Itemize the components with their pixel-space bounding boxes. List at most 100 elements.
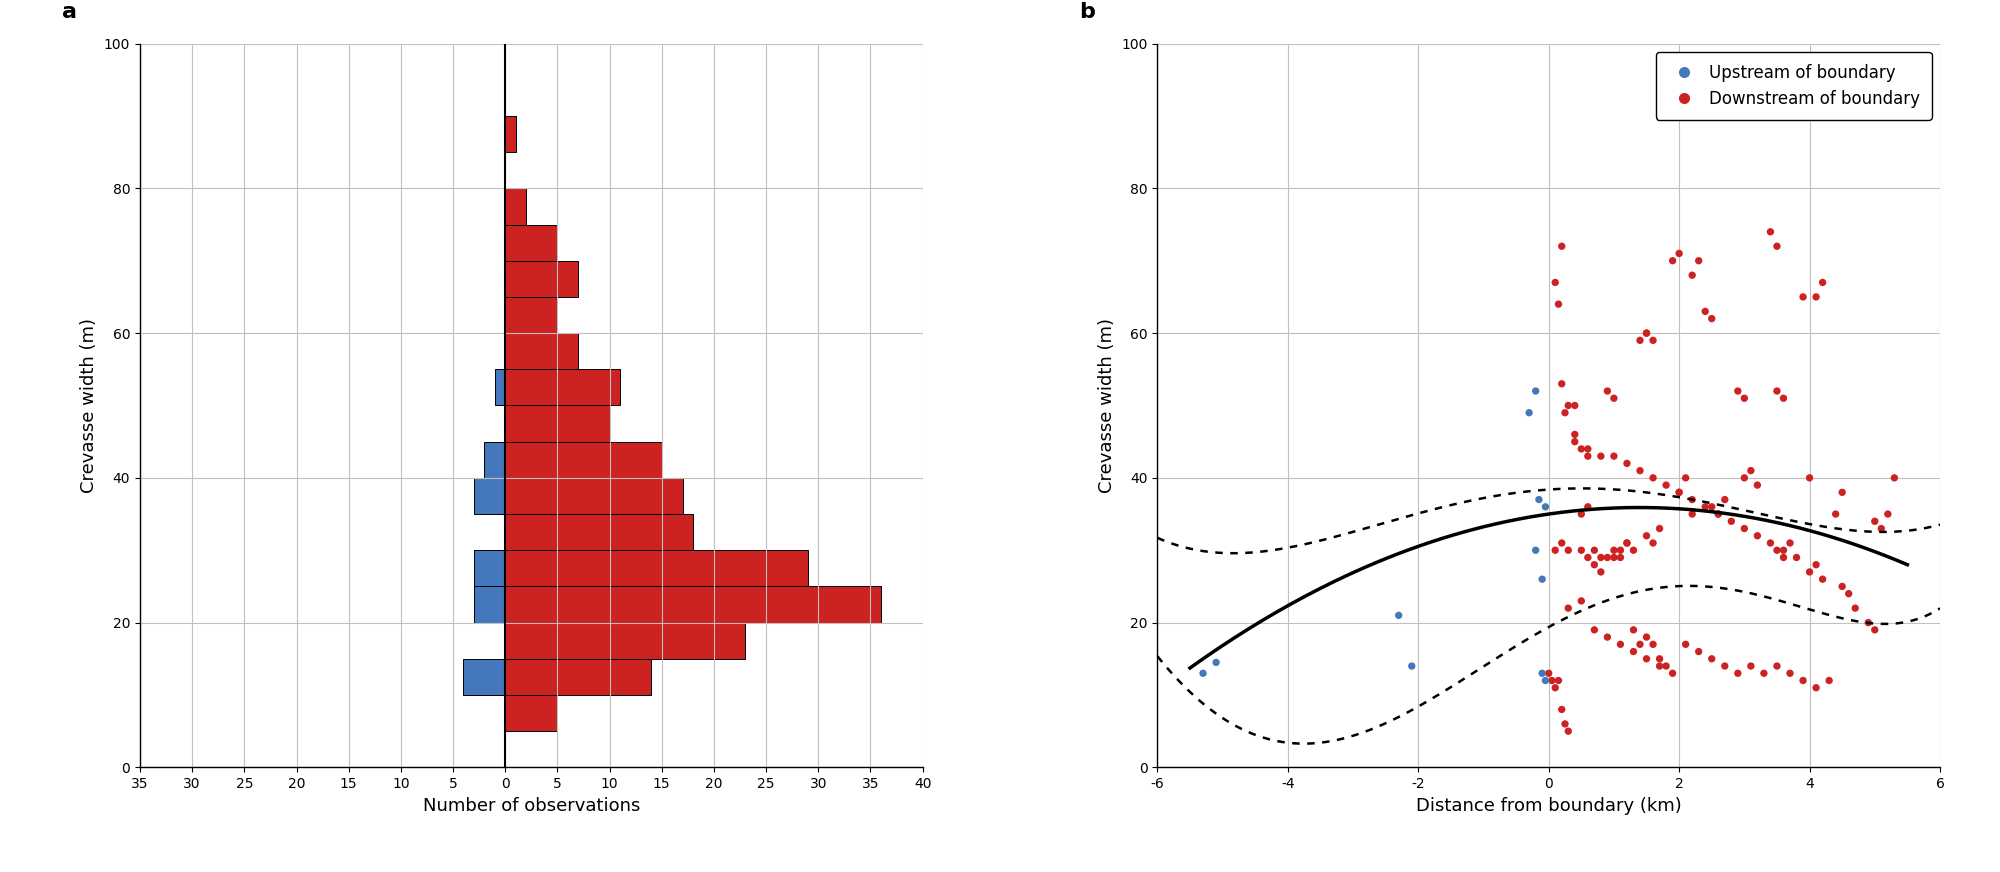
Downstream of boundary [1826, 579, 1858, 593]
Downstream of boundary [1716, 514, 1748, 528]
Downstream of boundary [1840, 601, 1872, 615]
Downstream of boundary [1578, 543, 1610, 557]
Bar [506, 370, 620, 405]
Downstream of boundary [1852, 616, 1884, 630]
Downstream of boundary [1676, 507, 1708, 521]
Upstream of boundary [1514, 405, 1546, 419]
Downstream of boundary [1676, 269, 1708, 283]
Downstream of boundary [1566, 507, 1598, 521]
Downstream of boundary [1742, 528, 1774, 542]
Bar [506, 514, 694, 550]
Downstream of boundary [1664, 247, 1696, 261]
Downstream of boundary [1610, 456, 1642, 470]
Downstream of boundary [1566, 442, 1598, 456]
Downstream of boundary [1592, 630, 1624, 644]
Downstream of boundary [1552, 601, 1584, 615]
Downstream of boundary [1546, 239, 1578, 253]
Downstream of boundary [1734, 659, 1766, 673]
Downstream of boundary [1832, 587, 1864, 601]
Downstream of boundary [1546, 377, 1578, 391]
Downstream of boundary [1788, 290, 1820, 304]
Downstream of boundary [1566, 543, 1598, 557]
Downstream of boundary [1550, 717, 1582, 731]
Downstream of boundary [1754, 536, 1786, 550]
Downstream of boundary [1670, 637, 1702, 651]
Downstream of boundary [1670, 471, 1702, 485]
Downstream of boundary [1780, 550, 1812, 564]
Text: a: a [62, 2, 76, 22]
Downstream of boundary [1536, 673, 1568, 687]
Downstream of boundary [1794, 565, 1826, 579]
Downstream of boundary [1734, 464, 1766, 478]
Upstream of boundary [1520, 543, 1552, 557]
Bar [506, 659, 652, 695]
Downstream of boundary [1540, 543, 1572, 557]
Downstream of boundary [1872, 507, 1904, 521]
Upstream of boundary [1396, 659, 1428, 673]
Bar [506, 333, 578, 370]
Downstream of boundary [1748, 666, 1780, 680]
Bar [506, 296, 558, 333]
Downstream of boundary [1552, 543, 1584, 557]
Downstream of boundary [1800, 290, 1832, 304]
Downstream of boundary [1630, 652, 1662, 666]
Downstream of boundary [1598, 392, 1630, 405]
Downstream of boundary [1650, 478, 1682, 492]
Bar [506, 441, 662, 478]
Downstream of boundary [1604, 543, 1636, 557]
Upstream of boundary [1382, 609, 1414, 623]
Downstream of boundary [1768, 543, 1800, 557]
Downstream of boundary [1572, 500, 1604, 514]
Bar [506, 623, 746, 659]
Downstream of boundary [1682, 644, 1714, 658]
Upstream of boundary [1520, 384, 1552, 398]
Downstream of boundary [1638, 637, 1670, 651]
Downstream of boundary [1820, 507, 1852, 521]
Bar [506, 478, 682, 514]
Downstream of boundary [1696, 500, 1728, 514]
Downstream of boundary [1546, 703, 1578, 717]
X-axis label: Number of observations: Number of observations [422, 797, 640, 814]
Downstream of boundary [1532, 666, 1564, 680]
Downstream of boundary [1624, 333, 1656, 347]
Bar [506, 116, 516, 152]
Downstream of boundary [1578, 623, 1610, 637]
Downstream of boundary [1788, 673, 1820, 687]
Downstream of boundary [1610, 536, 1642, 550]
Downstream of boundary [1682, 254, 1714, 268]
Downstream of boundary [1676, 493, 1708, 507]
Downstream of boundary [1878, 471, 1910, 485]
Downstream of boundary [1702, 507, 1734, 521]
Bar [506, 550, 808, 586]
Bar [506, 261, 578, 296]
Downstream of boundary [1638, 333, 1670, 347]
Downstream of boundary [1604, 637, 1636, 651]
Bar [506, 224, 558, 261]
Downstream of boundary [1624, 464, 1656, 478]
Bar [474, 550, 506, 586]
Downstream of boundary [1806, 572, 1838, 586]
Downstream of boundary [1592, 550, 1624, 564]
Bar [474, 586, 506, 623]
Downstream of boundary [1540, 681, 1572, 695]
Downstream of boundary [1656, 254, 1688, 268]
X-axis label: Distance from boundary (km): Distance from boundary (km) [1416, 797, 1682, 814]
Downstream of boundary [1760, 239, 1792, 253]
Downstream of boundary [1598, 449, 1630, 463]
Bar [494, 370, 506, 405]
Text: b: b [1080, 2, 1096, 22]
Upstream of boundary [1526, 666, 1558, 680]
Upstream of boundary [1530, 500, 1562, 514]
Downstream of boundary [1742, 478, 1774, 492]
Downstream of boundary [1630, 630, 1662, 644]
Bar [474, 478, 506, 514]
Downstream of boundary [1690, 500, 1722, 514]
Downstream of boundary [1708, 493, 1740, 507]
Y-axis label: Crevasse width (m): Crevasse width (m) [80, 318, 98, 493]
Downstream of boundary [1774, 666, 1806, 680]
Downstream of boundary [1768, 550, 1800, 564]
Downstream of boundary [1566, 594, 1598, 608]
Downstream of boundary [1650, 659, 1682, 673]
Downstream of boundary [1572, 449, 1604, 463]
Downstream of boundary [1664, 486, 1696, 500]
